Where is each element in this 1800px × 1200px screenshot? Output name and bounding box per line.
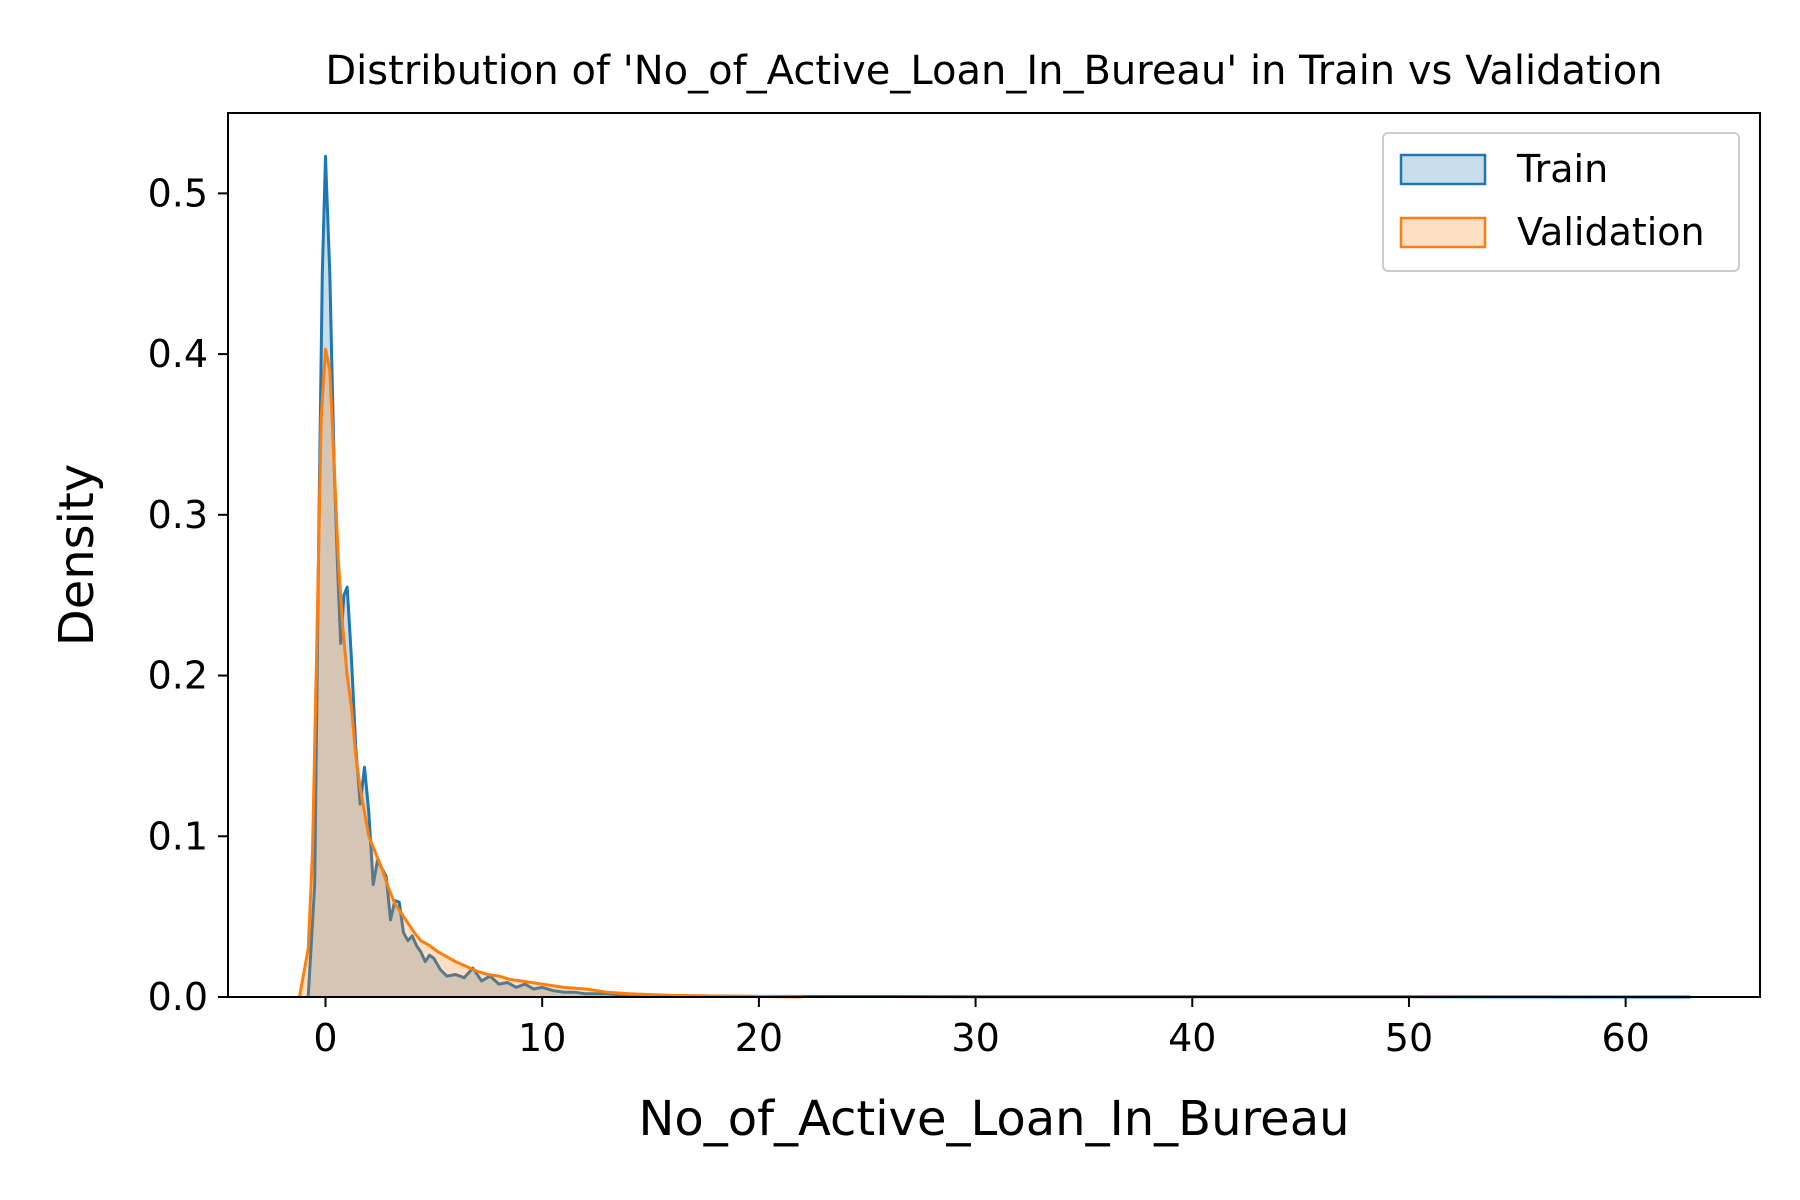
y-axis-label: Density xyxy=(49,464,105,646)
x-tick-label: 50 xyxy=(1385,1016,1433,1060)
y-tick-label: 0.0 xyxy=(148,975,208,1019)
plot-area xyxy=(227,112,1761,999)
legend: Train Validation xyxy=(1382,132,1740,272)
x-tick-label: 10 xyxy=(518,1016,566,1060)
legend-swatch-train xyxy=(1399,153,1487,186)
series-area-validation xyxy=(299,349,803,997)
x-axis-ticks: 0 10 20 30 40 50 60 xyxy=(313,997,1650,1060)
series-area-train xyxy=(308,156,1691,997)
y-tick-label: 0.4 xyxy=(148,332,208,376)
x-tick-label: 40 xyxy=(1168,1016,1216,1060)
x-tick-label: 0 xyxy=(313,1016,337,1060)
x-tick-label: 30 xyxy=(951,1016,999,1060)
legend-box xyxy=(1382,132,1740,272)
series-line-validation xyxy=(298,347,803,999)
series-line-train xyxy=(306,154,1691,999)
y-tick-label: 0.1 xyxy=(148,814,208,858)
y-axis-ticks: 0.0 0.1 0.2 0.3 0.4 0.5 xyxy=(148,171,228,1019)
legend-swatch-validation xyxy=(1399,216,1487,249)
series-layer xyxy=(298,154,1691,999)
legend-label-validation: Validation xyxy=(1517,210,1705,254)
y-tick-label: 0.5 xyxy=(148,171,208,215)
x-tick-label: 60 xyxy=(1601,1016,1649,1060)
legend-label-train: Train xyxy=(1516,147,1608,191)
chart-title: Distribution of 'No_of_Active_Loan_In_Bu… xyxy=(325,48,1662,94)
x-axis-label: No_of_Active_Loan_In_Bureau xyxy=(638,1091,1349,1147)
y-tick-label: 0.2 xyxy=(148,654,208,698)
axes-frame xyxy=(227,112,1761,998)
y-tick-label: 0.3 xyxy=(148,493,208,537)
x-tick-label: 20 xyxy=(735,1016,783,1060)
